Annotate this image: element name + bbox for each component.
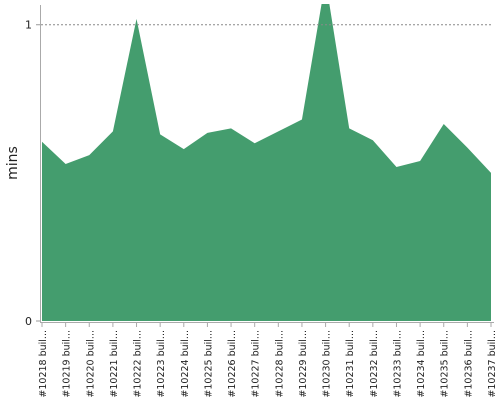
x-tick-label: #10234 buil... bbox=[416, 330, 427, 398]
y-axis-label: mins bbox=[5, 146, 21, 180]
x-tick-label: #10220 buil... bbox=[85, 330, 96, 398]
x-tick-label: #10218 buil... bbox=[38, 330, 49, 398]
x-tick-label: #10237 buil... bbox=[487, 330, 498, 398]
x-tick-label: #10228 buil... bbox=[274, 330, 285, 398]
x-tick-label: #10231 buil... bbox=[345, 330, 356, 398]
x-tick-label: #10230 buil... bbox=[322, 330, 333, 398]
x-tick-label: #10232 buil... bbox=[369, 330, 380, 398]
x-tick-label: #10222 buil... bbox=[133, 330, 144, 398]
x-tick-label: #10219 buil... bbox=[62, 330, 73, 398]
x-tick-label: #10224 buil... bbox=[180, 330, 191, 398]
x-tick-label: #10236 buil... bbox=[463, 330, 474, 398]
area bbox=[42, 4, 491, 321]
y-tick-label: 1 bbox=[25, 19, 32, 32]
x-tick-label: #10225 buil... bbox=[203, 330, 214, 398]
x-tick-label: #10223 buil... bbox=[156, 330, 167, 398]
x-tick-label: #10227 buil... bbox=[251, 330, 262, 398]
x-tick-label: #10233 buil... bbox=[392, 330, 403, 398]
x-tick-label: #10229 buil... bbox=[298, 330, 309, 398]
y-tick-label: 0 bbox=[25, 315, 32, 328]
x-tick-label: #10235 buil... bbox=[440, 330, 451, 398]
x-tick-label: #10221 buil... bbox=[109, 330, 120, 398]
x-tick-label: #10226 buil... bbox=[227, 330, 238, 398]
